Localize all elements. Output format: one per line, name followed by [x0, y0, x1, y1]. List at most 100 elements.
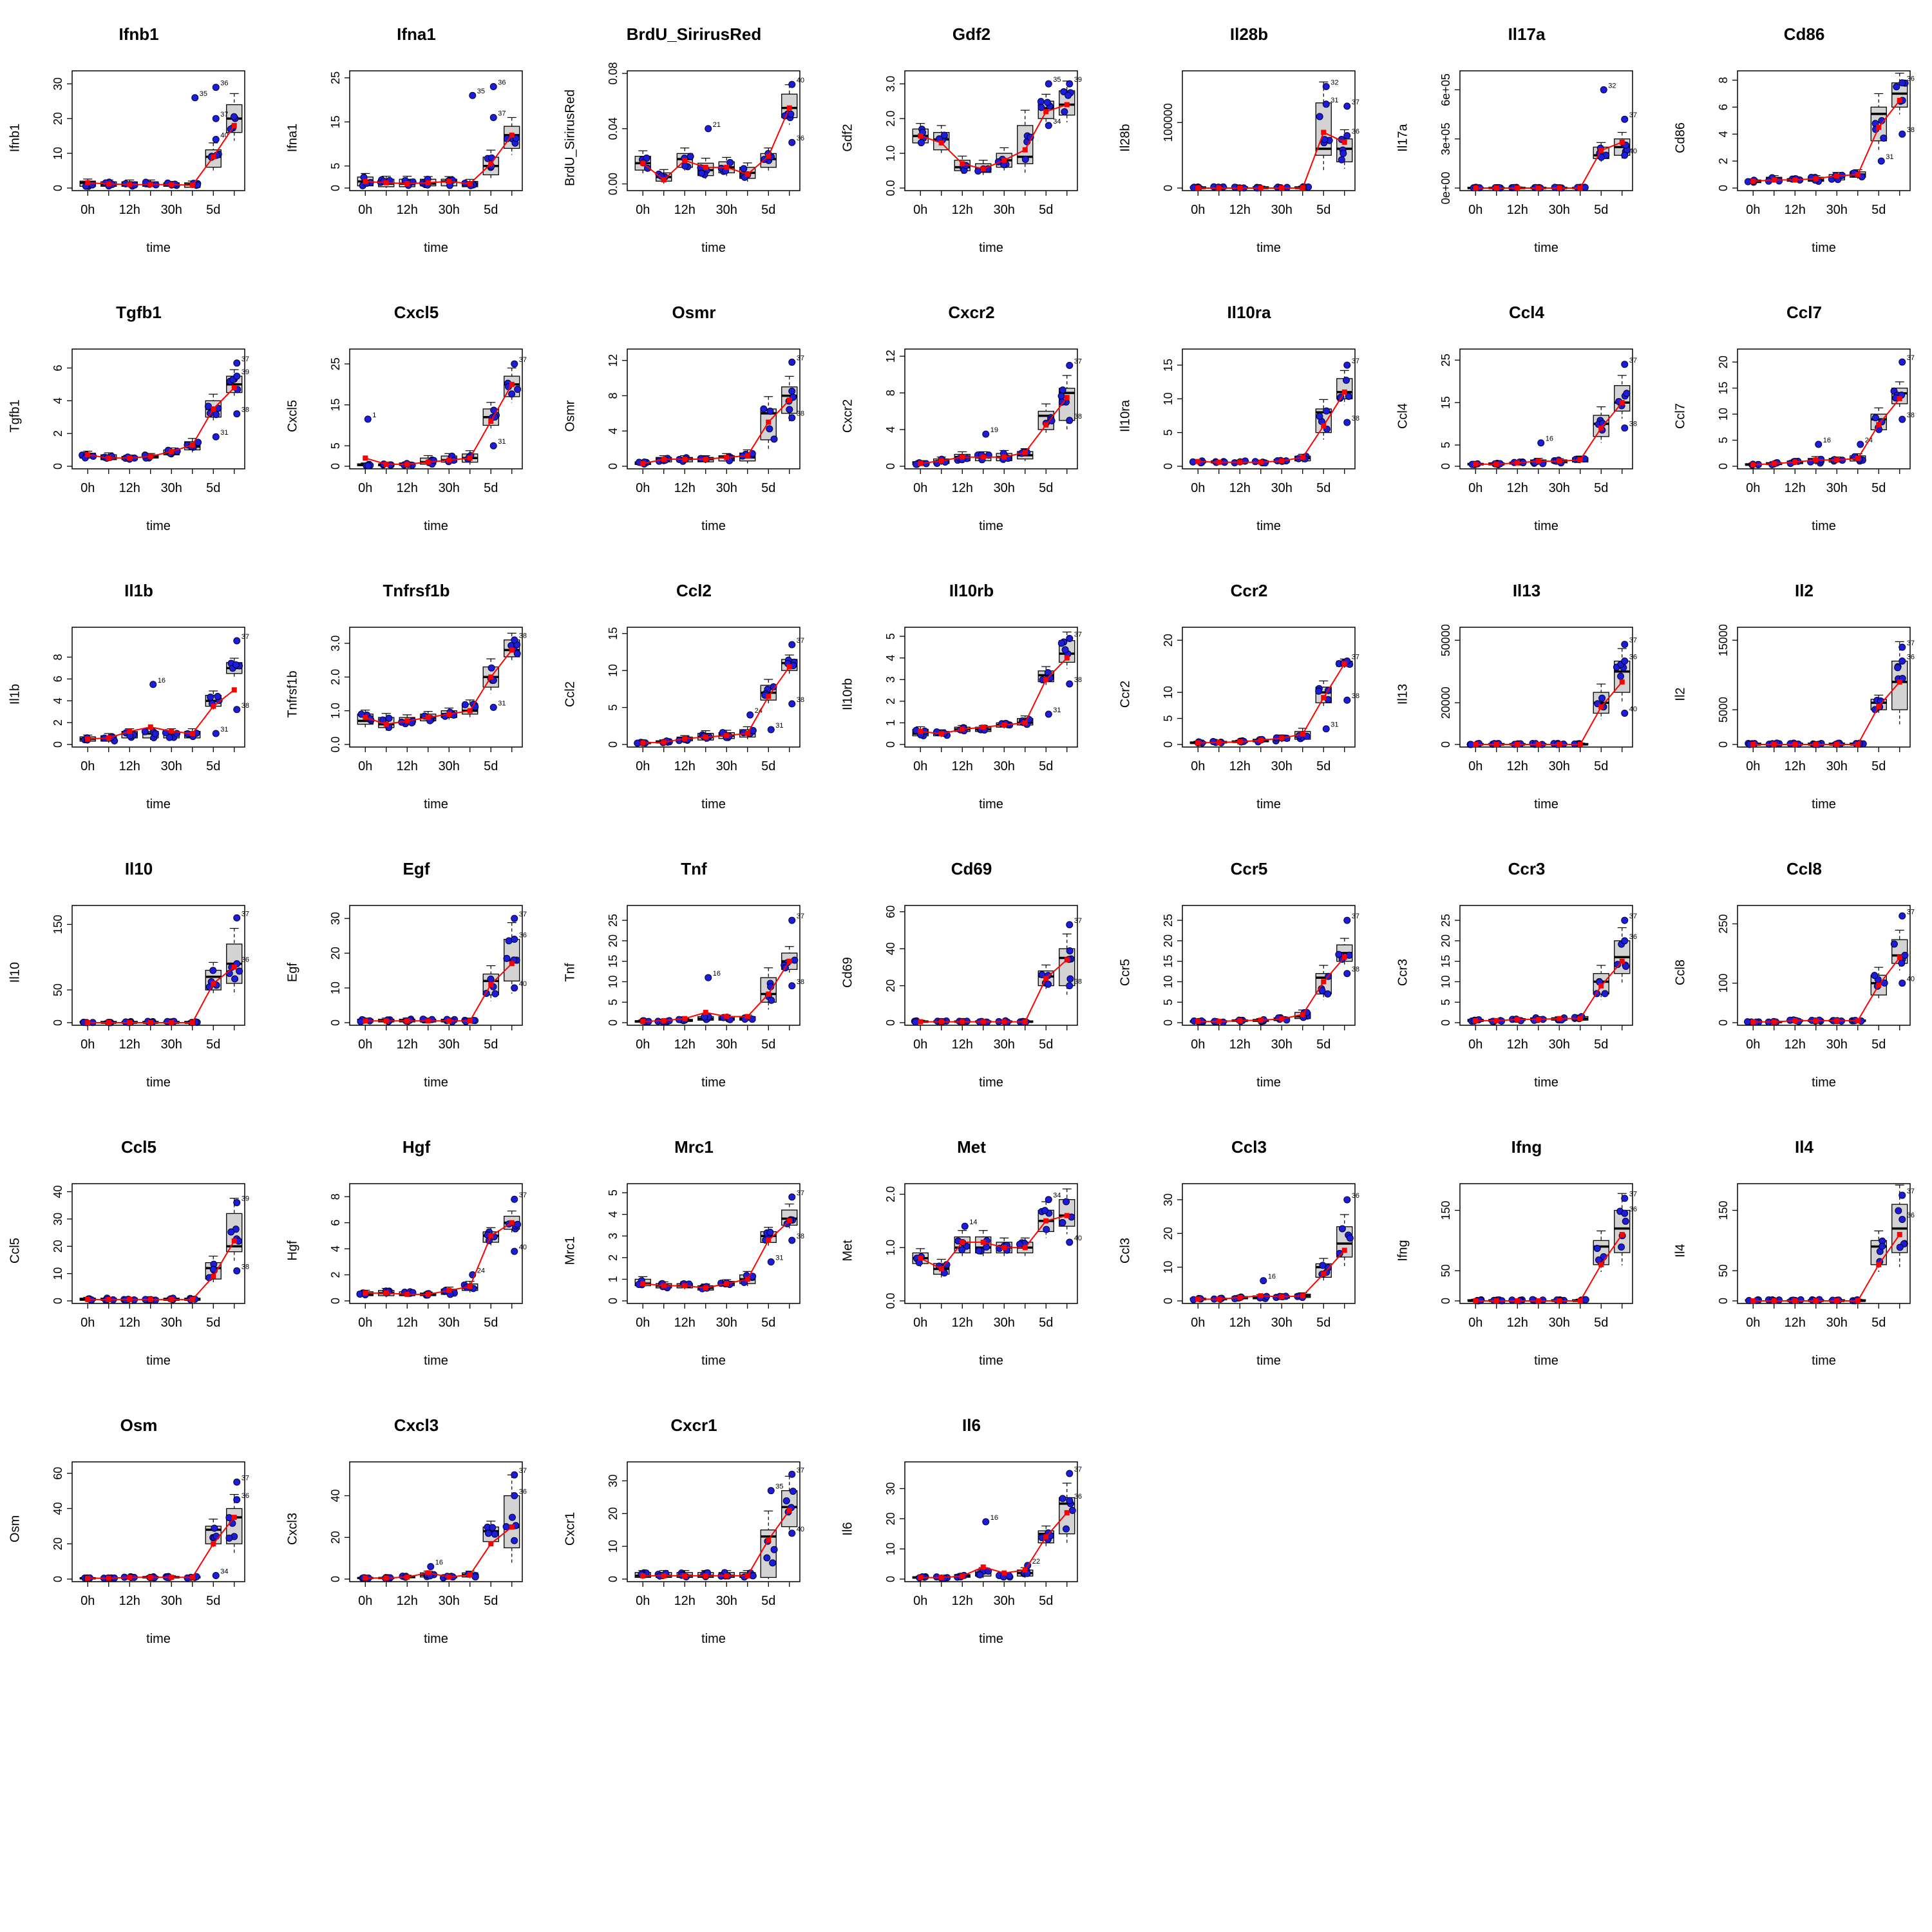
mean-point — [1897, 395, 1902, 401]
chart-title: Il2 — [1795, 581, 1814, 600]
mean-line — [88, 387, 235, 459]
data-point — [1343, 102, 1351, 110]
y-tick-label: 20 — [1439, 934, 1452, 947]
mean-point — [1064, 1213, 1070, 1218]
point-label: 36 — [220, 80, 228, 88]
y-tick-label: 12 — [884, 350, 897, 363]
point-label: 37 — [519, 911, 527, 918]
y-tick-label: 30 — [607, 1474, 620, 1487]
y-axis-label: Cxcl3 — [285, 1512, 300, 1546]
point-label: 21 — [713, 121, 721, 129]
mean-point — [1064, 655, 1070, 661]
data-point — [975, 1247, 983, 1255]
mean-point — [1792, 1018, 1798, 1023]
y-axis-label: Ifng — [1396, 1240, 1410, 1262]
mean-point — [1792, 459, 1798, 465]
chart-title: Ifnb1 — [118, 24, 159, 44]
x-tick-label: 0h — [1191, 1316, 1205, 1330]
mean-point — [1237, 1018, 1243, 1023]
mean-point — [1557, 459, 1562, 464]
mean-point — [1300, 1293, 1305, 1299]
mean-point — [786, 664, 792, 670]
chart-title: Osm — [120, 1416, 158, 1435]
x-tick-label: 0h — [1746, 481, 1760, 495]
x-tick-label: 0h — [1468, 759, 1482, 773]
x-tick-label: 30h — [439, 1037, 460, 1052]
mean-point — [1195, 1019, 1201, 1025]
mean-point — [106, 1575, 111, 1581]
data-point — [788, 1193, 796, 1201]
data-point — [1343, 132, 1351, 140]
data-point — [212, 730, 220, 737]
y-tick-label: 0 — [1439, 1019, 1452, 1026]
mean-line — [1198, 956, 1345, 1023]
point-label: 31 — [220, 429, 228, 437]
y-tick-label: 0 — [1717, 463, 1730, 469]
chart-panel: 0 5 10 15 0h 12h 30h 5d 24 37 38 31 Ccl2 time Ccl2 — [555, 556, 833, 835]
y-tick-label: 20 — [329, 1531, 342, 1544]
x-tick-label: 0h — [1746, 1037, 1760, 1052]
mean-point — [1043, 976, 1049, 981]
y-tick-label: 15 — [1439, 955, 1452, 968]
x-tick-label: 12h — [1229, 1037, 1251, 1052]
mean-point — [169, 1296, 175, 1302]
y-tick-label: 40 — [329, 1490, 342, 1502]
data-point — [511, 1537, 518, 1544]
data-point — [487, 975, 495, 983]
mean-point — [1258, 737, 1264, 743]
x-tick-label: 12h — [119, 1594, 140, 1608]
y-tick-label: 1.0 — [884, 1240, 897, 1256]
y-tick-label: 20 — [1162, 934, 1175, 947]
data-point — [770, 1546, 778, 1553]
y-axis-label: Il10ra — [1118, 399, 1133, 433]
mean-point — [1897, 97, 1902, 103]
x-tick-label: 30h — [1271, 481, 1293, 495]
x-axis-label: time — [424, 797, 448, 811]
x-tick-label: 30h — [1549, 203, 1570, 217]
point-label: 1 — [372, 412, 376, 419]
x-tick-label: 30h — [439, 481, 460, 495]
plot-frame — [1459, 905, 1633, 1026]
mean-point — [766, 153, 772, 159]
data-point — [782, 1497, 790, 1505]
data-point — [491, 1530, 498, 1538]
plot-frame — [71, 1183, 245, 1304]
mean-point — [1855, 1018, 1861, 1023]
mean-point — [509, 647, 515, 653]
y-tick-label: 5 — [1162, 715, 1175, 722]
x-tick-label: 12h — [674, 1594, 696, 1608]
data-point — [1063, 1525, 1070, 1533]
mean-point — [1300, 731, 1305, 737]
point-label: 37 — [242, 910, 249, 918]
y-axis-label: Egf — [285, 962, 300, 983]
mean-point — [1813, 742, 1819, 747]
y-tick-label: 100 — [1717, 974, 1730, 993]
y-axis-label: Ccl7 — [1673, 402, 1688, 430]
mean-point — [661, 1573, 667, 1578]
chart-plot: 0.0 1.0 2.0 3.0 0h 12h 30h 5d 35 39 34 — [884, 70, 1082, 217]
data-point — [1898, 959, 1906, 967]
x-tick-label: 30h — [161, 1037, 182, 1052]
mean-point — [1216, 739, 1222, 745]
x-tick-label: 0h — [358, 203, 372, 217]
mean-point — [467, 455, 473, 461]
data-point — [1621, 115, 1629, 123]
x-tick-label: 12h — [397, 481, 418, 495]
chart-panel: 0 50 150 0h 12h 30h 5d 37 36 Ifng time Ifng — [1388, 1113, 1665, 1391]
data-point — [1899, 79, 1906, 87]
point-label: 37 — [1352, 913, 1359, 920]
mean-point — [1001, 157, 1007, 163]
data-point — [1322, 100, 1330, 108]
chart-plot: 0 10 20 30 40 0h 12h 30h 5d 39 38 — [52, 1183, 249, 1330]
x-tick-label: 5d — [484, 1037, 498, 1052]
mean-line — [1475, 960, 1623, 1021]
x-axis-label: time — [701, 241, 726, 255]
x-axis-label: time — [701, 1632, 726, 1646]
chart-plot: 0 2 4 6 8 0h 12h 30h 5d 36 31 38 — [1717, 70, 1915, 217]
mean-point — [425, 459, 431, 465]
data-point — [697, 169, 705, 177]
mean-point — [744, 453, 750, 459]
y-axis-label: Il13 — [1396, 683, 1410, 705]
data-point — [788, 1236, 796, 1244]
